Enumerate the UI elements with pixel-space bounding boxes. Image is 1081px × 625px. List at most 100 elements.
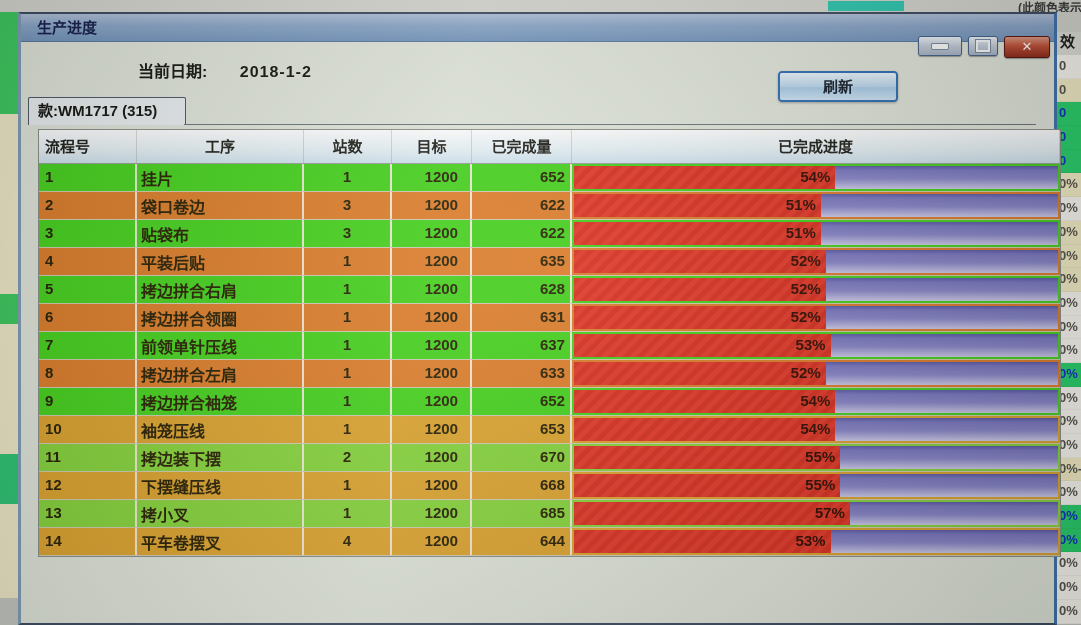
side-efficiency-cell: 0% xyxy=(1057,291,1081,316)
close-icon: ✕ xyxy=(1021,39,1033,54)
background-window-cell-fragment xyxy=(0,454,19,504)
side-cell-value: 0% xyxy=(1059,271,1078,287)
cell-target: 1200 xyxy=(392,388,472,415)
cell-completed: 628 xyxy=(472,276,572,303)
cell-completed: 652 xyxy=(472,388,572,415)
header-completed[interactable]: 已完成量 xyxy=(472,130,572,163)
cell-stations: 3 xyxy=(304,192,392,219)
progress-fill: 55% xyxy=(574,446,840,469)
background-window-right-column: 效 0 0 0 0 0 0% 0% 0% 0% 0% 0% 0% 0% 0% 0… xyxy=(1057,12,1081,625)
progress-bar-track: 57% xyxy=(574,502,1058,525)
background-window-cell-fragment xyxy=(0,12,19,114)
table-row[interactable]: 13 拷小叉 1 1200 685 57% xyxy=(39,500,1060,528)
maximize-button[interactable] xyxy=(968,36,998,56)
cell-progress: 52% xyxy=(572,360,1060,387)
background-window-cell-fragment xyxy=(0,114,19,294)
side-efficiency-cell: 0% xyxy=(1057,173,1081,198)
cell-process-no: 10 xyxy=(39,416,137,443)
header-stations[interactable]: 站数 xyxy=(304,130,392,163)
side-cell-value: 0% xyxy=(1059,365,1078,381)
table-row[interactable]: 8 拷边拼合左肩 1 1200 633 52% xyxy=(39,360,1060,388)
table-row[interactable]: 12 下摆缝压线 1 1200 668 55% xyxy=(39,472,1060,500)
progress-fill: 53% xyxy=(574,334,831,357)
side-efficiency-cell: 0%- xyxy=(1057,457,1081,482)
progress-bar-track: 53% xyxy=(574,530,1058,553)
table-row[interactable]: 4 平装后贴 1 1200 635 52% xyxy=(39,248,1060,276)
cell-process-no: 8 xyxy=(39,360,137,387)
tab-panel-edge xyxy=(184,124,1036,125)
cell-stations: 1 xyxy=(304,248,392,275)
side-efficiency-cell: 0 xyxy=(1057,149,1081,174)
header-process-no[interactable]: 流程号 xyxy=(39,130,137,163)
cell-process-no: 2 xyxy=(39,192,137,219)
side-cell-value: 0% xyxy=(1059,555,1078,571)
table-row[interactable]: 7 前领单针压线 1 1200 637 53% xyxy=(39,332,1060,360)
progress-fill: 55% xyxy=(574,474,840,497)
cell-process-no: 4 xyxy=(39,248,137,275)
side-efficiency-cell: 0% xyxy=(1057,599,1081,624)
side-cell-value: 0 xyxy=(1059,58,1067,73)
cell-progress: 51% xyxy=(572,192,1060,219)
cell-stations: 4 xyxy=(304,528,392,555)
progress-bar-track: 51% xyxy=(574,222,1058,245)
table-row[interactable]: 5 拷边拼合右肩 1 1200 628 52% xyxy=(39,276,1060,304)
cell-stations: 1 xyxy=(304,416,392,443)
table-row[interactable]: 10 袖笼压线 1 1200 653 54% xyxy=(39,416,1060,444)
progress-label: 57% xyxy=(814,505,845,522)
table-row[interactable]: 9 拷边拼合袖笼 1 1200 652 54% xyxy=(39,388,1060,416)
progress-bar-track: 53% xyxy=(574,334,1058,357)
progress-label: 52% xyxy=(790,281,821,298)
cell-operation: 下摆缝压线 xyxy=(137,472,304,499)
progress-label: 55% xyxy=(805,477,836,494)
side-cell-value: 0% xyxy=(1059,437,1078,452)
side-cell-value: 0 xyxy=(1059,105,1067,121)
window-titlebar[interactable]: 生产进度 xyxy=(21,14,1054,42)
side-cell-value: 0 xyxy=(1059,129,1067,145)
cell-progress: 52% xyxy=(572,248,1060,275)
cell-target: 1200 xyxy=(392,248,472,275)
cell-process-no: 3 xyxy=(39,220,137,247)
background-window-left-fragment xyxy=(0,12,20,625)
cell-process-no: 1 xyxy=(39,164,137,191)
progress-label: 53% xyxy=(795,533,826,550)
cell-process-no: 7 xyxy=(39,332,137,359)
side-efficiency-cell: 0% xyxy=(1057,244,1081,269)
minimize-icon xyxy=(931,42,949,50)
table-header-row: 流程号 工序 站数 目标 已完成量 已完成进度 xyxy=(39,130,1060,164)
cell-operation: 拷小叉 xyxy=(137,500,304,527)
progress-fill: 51% xyxy=(574,194,821,217)
header-target[interactable]: 目标 xyxy=(392,130,472,163)
refresh-button[interactable]: 刷新 xyxy=(778,71,898,102)
table-row[interactable]: 1 挂片 1 1200 652 54% xyxy=(39,164,1060,192)
table-row[interactable]: 3 贴袋布 3 1200 622 51% xyxy=(39,220,1060,248)
header-operation[interactable]: 工序 xyxy=(137,130,304,163)
table-row[interactable]: 6 拷边拼合领圈 1 1200 631 52% xyxy=(39,304,1060,332)
cell-completed: 633 xyxy=(472,360,572,387)
cell-progress: 54% xyxy=(572,416,1060,443)
cell-target: 1200 xyxy=(392,416,472,443)
cell-progress: 52% xyxy=(572,276,1060,303)
tab-style-wm1717[interactable]: 款:WM1717 (315) xyxy=(28,97,186,125)
progress-label: 52% xyxy=(790,365,821,382)
side-efficiency-cell: 0% xyxy=(1057,505,1081,529)
progress-fill: 54% xyxy=(574,390,835,413)
side-efficiency-cell: 0% xyxy=(1057,434,1081,458)
cell-progress: 52% xyxy=(572,304,1060,331)
table-row[interactable]: 2 袋口卷边 3 1200 622 51% xyxy=(39,192,1060,220)
progress-fill: 52% xyxy=(574,362,826,385)
cell-progress: 53% xyxy=(572,332,1060,359)
cell-stations: 3 xyxy=(304,220,392,247)
progress-bar-track: 51% xyxy=(574,194,1058,217)
progress-bar-track: 52% xyxy=(574,306,1058,329)
minimize-button[interactable] xyxy=(918,36,962,56)
color-legend-swatch xyxy=(828,1,904,11)
cell-completed: 631 xyxy=(472,304,572,331)
cell-operation: 前领单针压线 xyxy=(137,332,304,359)
side-efficiency-cell: 0 xyxy=(1057,102,1081,127)
table-row[interactable]: 14 平车卷摆叉 4 1200 644 53% xyxy=(39,528,1060,556)
header-progress[interactable]: 已完成进度 xyxy=(572,130,1060,163)
table-row[interactable]: 11 拷边装下摆 2 1200 670 55% xyxy=(39,444,1060,472)
cell-process-no: 11 xyxy=(39,444,137,471)
close-button[interactable]: ✕ xyxy=(1004,36,1050,58)
cell-stations: 1 xyxy=(304,304,392,331)
